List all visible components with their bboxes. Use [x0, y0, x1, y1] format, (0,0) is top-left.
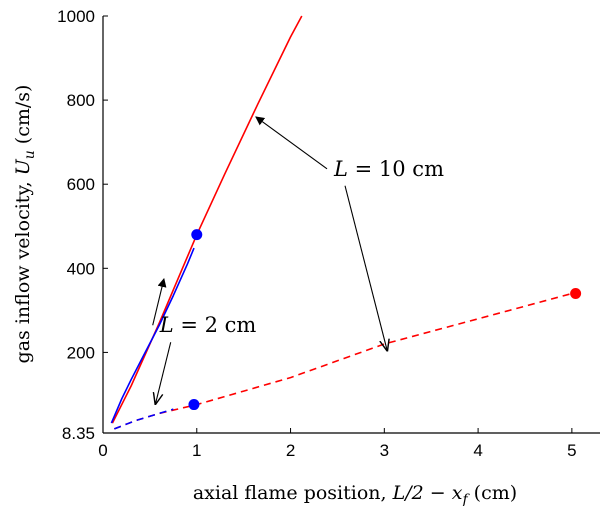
- x-tick-label: 0: [98, 441, 107, 460]
- markers-group: [188, 229, 582, 411]
- annotation-arrow-2-2: [156, 342, 172, 403]
- y-tick-label: 600: [67, 175, 95, 194]
- x-ticks: 0 1 2 3 4 5: [98, 428, 577, 460]
- data-marker-3: [570, 288, 582, 300]
- annotation-arrow-2-1: [152, 277, 167, 326]
- y-ticks: 8.35 200 400 600 800 1000: [57, 7, 108, 443]
- y-tick-label: 1000: [57, 7, 95, 26]
- x-tick-label: 2: [286, 441, 295, 460]
- series-line-3: [114, 292, 573, 430]
- data-marker-1: [191, 229, 203, 241]
- annotation-label-1: L = 10 cm: [333, 157, 444, 181]
- x-axis-label: axial flame position, L/2 − xf (cm): [193, 482, 517, 506]
- x-tick-label: 1: [192, 441, 201, 460]
- x-tick-label: 3: [380, 441, 389, 460]
- y-tick-label: 800: [67, 91, 95, 110]
- data-marker-2: [188, 399, 200, 411]
- y-axis-label: gas inflow velocity, Uu (cm/s): [12, 85, 38, 364]
- plot-area: [102, 16, 600, 434]
- series-group: [110, 15, 573, 430]
- y-tick-label: 8.35: [62, 424, 95, 443]
- y-tick-label: 400: [67, 259, 95, 278]
- x-tick-label: 5: [567, 441, 576, 460]
- series-line-4: [114, 408, 174, 430]
- annotation-arrow-1-1: [255, 116, 328, 170]
- x-tick-label: 4: [473, 441, 482, 460]
- y-tick-label: 200: [67, 343, 95, 362]
- annotations-group: L = 10 cm L = 2 cm: [152, 116, 444, 404]
- series-line-2: [110, 247, 195, 424]
- annotation-label-2: L = 2 cm: [159, 313, 257, 337]
- annotation-arrow-1-2: [344, 185, 387, 351]
